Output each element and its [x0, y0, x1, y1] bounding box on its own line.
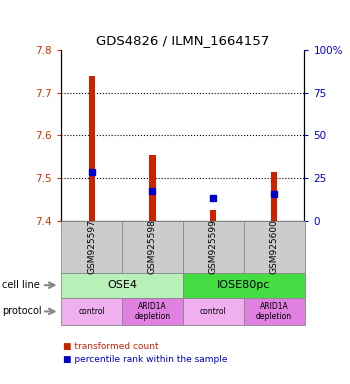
Text: control: control — [78, 307, 105, 316]
Text: ARID1A
depletion: ARID1A depletion — [134, 302, 170, 321]
Text: control: control — [200, 307, 227, 316]
Text: GSM925597: GSM925597 — [87, 219, 96, 274]
Bar — [149, 155, 155, 221]
Text: GSM925599: GSM925599 — [209, 219, 218, 274]
Text: ARID1A
depletion: ARID1A depletion — [256, 302, 292, 321]
Text: protocol: protocol — [2, 306, 41, 316]
Bar — [89, 76, 95, 221]
Text: IOSE80pc: IOSE80pc — [217, 280, 270, 290]
Bar — [210, 210, 216, 221]
Text: OSE4: OSE4 — [107, 280, 137, 290]
Text: ■ percentile rank within the sample: ■ percentile rank within the sample — [63, 355, 228, 364]
Text: cell line: cell line — [2, 280, 40, 290]
Text: GSM925600: GSM925600 — [270, 219, 279, 274]
Title: GDS4826 / ILMN_1664157: GDS4826 / ILMN_1664157 — [96, 34, 270, 47]
Text: ■ transformed count: ■ transformed count — [63, 342, 159, 351]
Text: GSM925598: GSM925598 — [148, 219, 157, 274]
Bar — [271, 172, 277, 221]
